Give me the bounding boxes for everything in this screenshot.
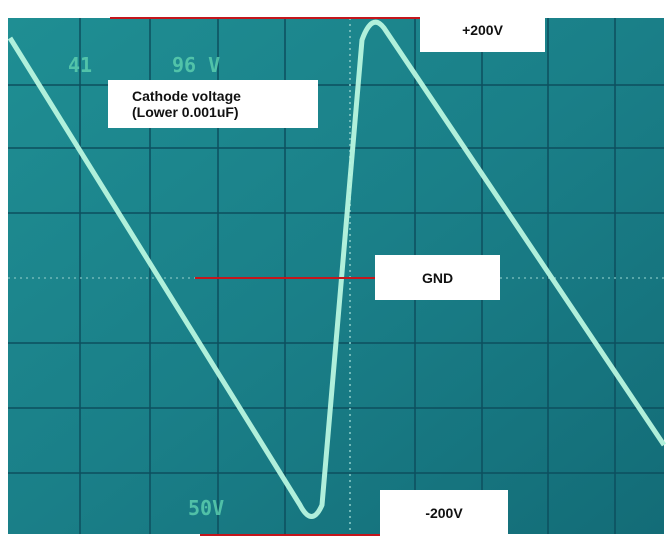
label-box: -200V: [380, 490, 508, 536]
caption-box: Cathode voltage (Lower 0.001uF): [108, 80, 318, 128]
readout: 41: [68, 53, 92, 77]
screen-background: [8, 18, 664, 534]
readout: 50V: [188, 496, 224, 520]
scope-screen: 41 96 V 50V: [0, 0, 668, 538]
label-box: GND: [375, 255, 500, 300]
label-box: +200V: [420, 8, 545, 52]
caption-line: Cathode voltage: [132, 88, 241, 104]
readout: 96 V: [172, 53, 220, 77]
oscilloscope-photo: 41 96 V 50V +200V Cathode voltage (Lower…: [0, 0, 668, 538]
caption-line: (Lower 0.001uF): [132, 104, 239, 120]
